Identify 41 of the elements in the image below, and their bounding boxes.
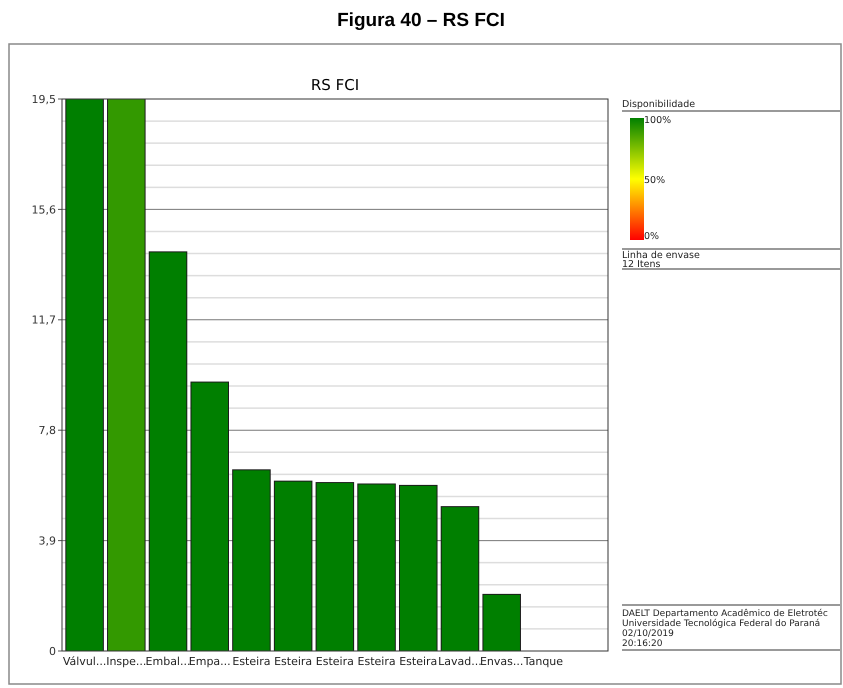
bar: [482, 594, 521, 652]
color-bar-label: 0%: [644, 231, 660, 242]
text: 02/10/2019: [622, 629, 674, 639]
text: DAELT Departamento Acadêmico de Eletrotéc: [622, 608, 828, 619]
bar: [357, 483, 396, 652]
bar: [316, 482, 354, 652]
x-tick-label: Esteira: [274, 655, 312, 668]
y-tick-label: 3,9: [38, 534, 56, 548]
y-tick-label: 19,5: [32, 92, 56, 106]
x-tick-label: Lavad...: [438, 655, 482, 668]
x-tick-label: Esteira: [232, 655, 270, 668]
x-tick-label: Empa...: [188, 655, 231, 668]
x-tick-label: Válvul...: [62, 655, 106, 668]
color-bar-label: 50%: [644, 175, 666, 186]
bar: [232, 469, 271, 652]
bar: [274, 480, 312, 652]
bar: [148, 251, 188, 652]
text: 20:16:20: [622, 639, 663, 649]
x-tick-label: Envas...: [480, 655, 524, 668]
x-tick-label: Esteira: [358, 655, 396, 668]
text: Linha de envase: [622, 250, 700, 261]
x-tick-label: Tanque: [522, 655, 564, 668]
x-tick-label: Esteira: [316, 655, 354, 668]
bar: [440, 506, 480, 652]
bar: [107, 98, 146, 652]
text: Universidade Tecnológica Federal do Paraná: [622, 618, 820, 629]
color-bar-title: Disponibilidade: [622, 99, 696, 110]
x-tick-label: Embal...: [146, 655, 190, 668]
chart-subtitle: RS FCI: [310, 76, 360, 94]
x-tick-label: Inspe...: [106, 655, 146, 668]
bar: [399, 484, 438, 652]
color-bar-label: 100%: [644, 115, 672, 126]
y-tick-label: 7,8: [38, 424, 56, 438]
bar: [65, 98, 104, 652]
y-tick-label: 15,6: [32, 203, 56, 216]
bar: [190, 382, 229, 652]
text: 12 Itens: [622, 259, 660, 270]
y-tick-label: 0: [49, 644, 56, 658]
x-tick-label: Esteira: [399, 655, 438, 668]
y-tick-label: 11,7: [32, 314, 56, 327]
chart-title: Figura 40 – RS FCI: [337, 10, 505, 31]
